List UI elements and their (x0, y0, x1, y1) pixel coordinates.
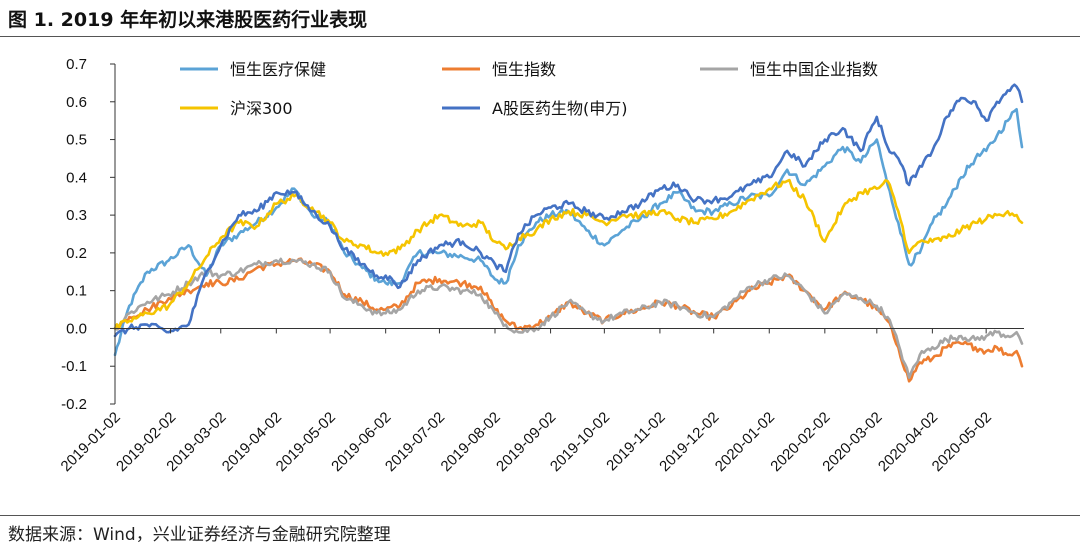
source-divider (0, 515, 1080, 516)
y-tick-label: 0.0 (66, 320, 87, 337)
legend-label: 恒生医疗保健 (230, 60, 326, 79)
series-line-2 (113, 257, 1024, 383)
y-tick-label: 0.3 (66, 207, 87, 224)
series-lines (113, 83, 1024, 383)
source-note: 数据来源：Wind，兴业证券经济与金融研究院整理 (8, 525, 391, 545)
y-tick-label: 0.4 (66, 169, 87, 186)
y-tick-label: 0.6 (66, 94, 87, 111)
y-tick-label: 0.2 (66, 245, 87, 262)
y-tick-label: 0.1 (66, 283, 87, 300)
y-tick-label: -0.1 (61, 358, 87, 375)
y-tick-label: 0.5 (66, 132, 87, 149)
line-chart: 0.70.60.50.40.30.20.10.0-0.1-0.22019-01-… (58, 56, 1024, 475)
y-tick-label: 0.7 (66, 56, 87, 73)
series-line-3 (113, 257, 1024, 379)
figure-title: 图 1. 2019 年年初以来港股医药行业表现 (8, 9, 368, 31)
legend-label: 沪深300 (230, 99, 293, 118)
legend-label: 恒生中国企业指数 (750, 60, 878, 79)
y-tick-label: -0.2 (61, 396, 87, 413)
legend-label: A股医药生物(申万) (492, 99, 627, 118)
series-line-5 (113, 83, 1024, 338)
legend-label: 恒生指数 (492, 60, 556, 79)
series-line-4 (113, 178, 1024, 330)
title-divider (0, 36, 1080, 37)
